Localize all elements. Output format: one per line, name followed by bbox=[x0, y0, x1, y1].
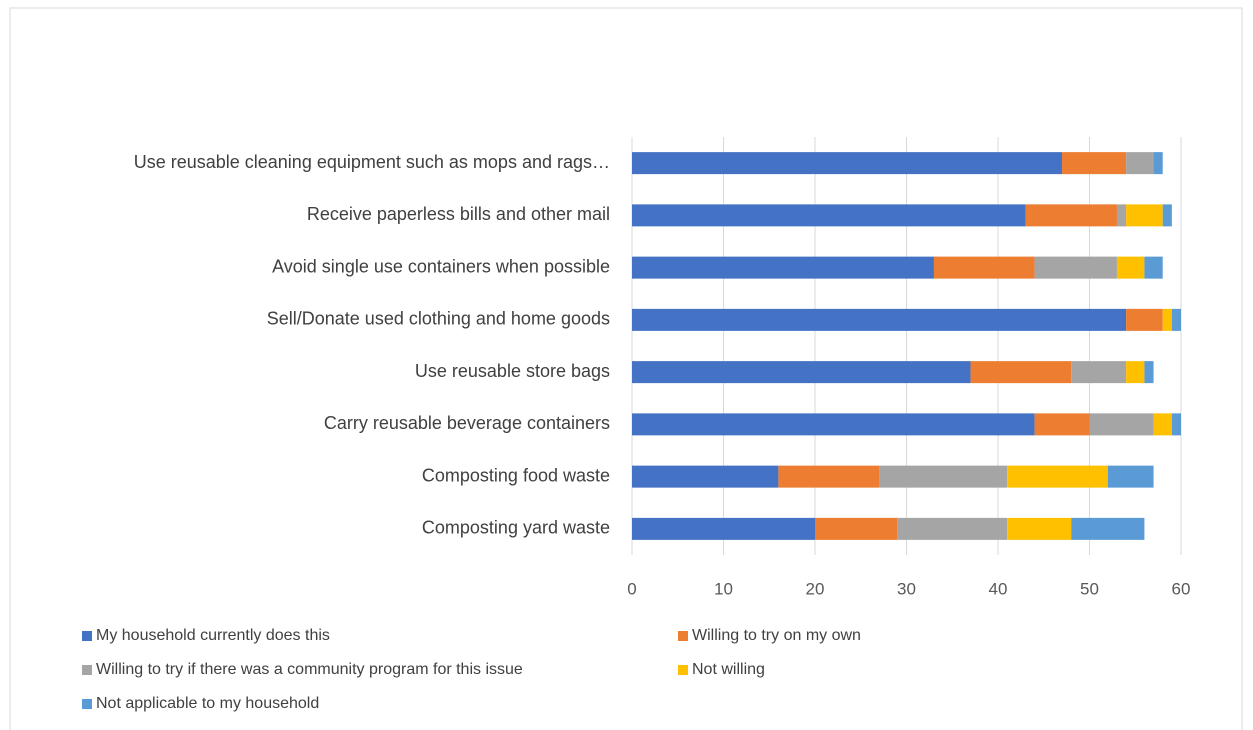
bar-segment bbox=[1116, 204, 1127, 227]
x-tick-label: 20 bbox=[806, 579, 825, 598]
bar-segment bbox=[1126, 308, 1163, 331]
legend-label: Not willing bbox=[692, 661, 765, 678]
bar-segment bbox=[1007, 465, 1108, 488]
legend-swatch bbox=[82, 631, 92, 641]
bar-segment bbox=[1144, 361, 1154, 384]
bar-segment bbox=[815, 517, 898, 540]
x-tick-label: 10 bbox=[714, 579, 733, 598]
bar-segment bbox=[1034, 256, 1117, 279]
bar-segment bbox=[632, 308, 1127, 331]
chart-frame bbox=[9, 7, 1243, 730]
bar-segment bbox=[632, 204, 1026, 227]
legend-swatch bbox=[678, 665, 688, 675]
bar-segment bbox=[897, 517, 1008, 540]
bar-segment bbox=[1144, 256, 1163, 279]
bar-segment bbox=[1007, 517, 1072, 540]
legend-swatch bbox=[678, 631, 688, 641]
bar-segment bbox=[1116, 256, 1145, 279]
bar-segment bbox=[1107, 465, 1154, 488]
bar-segment bbox=[1126, 204, 1163, 227]
y-tick-label: Sell/Donate used clothing and home goods bbox=[267, 309, 610, 329]
x-tick-label: 30 bbox=[897, 579, 916, 598]
x-tick-label: 0 bbox=[627, 579, 636, 598]
bar-segment bbox=[1171, 413, 1181, 436]
bar-segment bbox=[632, 361, 971, 384]
y-tick-label: Receive paperless bills and other mail bbox=[307, 204, 610, 224]
bar-segment bbox=[933, 256, 1035, 279]
bar-segment bbox=[1162, 308, 1172, 331]
bar-segment bbox=[970, 361, 1072, 384]
bar-segment bbox=[778, 465, 880, 488]
bar-segment bbox=[1089, 413, 1154, 436]
legend-swatch bbox=[82, 699, 92, 709]
y-tick-label: Avoid single use containers when possibl… bbox=[272, 256, 610, 276]
bar-segment bbox=[1171, 308, 1181, 331]
bar-segment bbox=[632, 256, 934, 279]
legend-label: Not applicable to my household bbox=[96, 695, 319, 712]
y-tick-label: Carry reusable beverage containers bbox=[324, 413, 610, 433]
bar-segment bbox=[1025, 204, 1117, 227]
bar-segment bbox=[632, 152, 1063, 175]
bar-segment bbox=[1071, 517, 1145, 540]
bar-segment bbox=[879, 465, 1008, 488]
y-tick-label: Composting yard waste bbox=[422, 518, 610, 538]
bar-segment bbox=[1126, 361, 1145, 384]
bar-segment bbox=[632, 465, 779, 488]
bar-segment bbox=[1062, 152, 1127, 175]
x-tick-label: 40 bbox=[989, 579, 1008, 598]
legend-swatch bbox=[82, 665, 92, 675]
bar-segment bbox=[1153, 152, 1163, 175]
bar-segment bbox=[632, 517, 815, 540]
legend-label: Willing to try on my own bbox=[692, 627, 861, 644]
y-tick-label: Composting food waste bbox=[422, 465, 610, 485]
bar-segment bbox=[1153, 413, 1172, 436]
x-tick-label: 60 bbox=[1172, 579, 1191, 598]
legend-label: Willing to try if there was a community … bbox=[96, 661, 523, 678]
bar-segment bbox=[1071, 361, 1127, 384]
y-tick-label: Use reusable cleaning equipment such as … bbox=[134, 152, 610, 172]
x-tick-label: 50 bbox=[1080, 579, 1099, 598]
y-tick-label: Use reusable store bags bbox=[415, 361, 610, 381]
legend-label: My household currently does this bbox=[96, 627, 330, 644]
bar-segment bbox=[1034, 413, 1090, 436]
bar-segment bbox=[1162, 204, 1172, 227]
bar-segment bbox=[1126, 152, 1154, 175]
bar-segment bbox=[632, 413, 1035, 436]
